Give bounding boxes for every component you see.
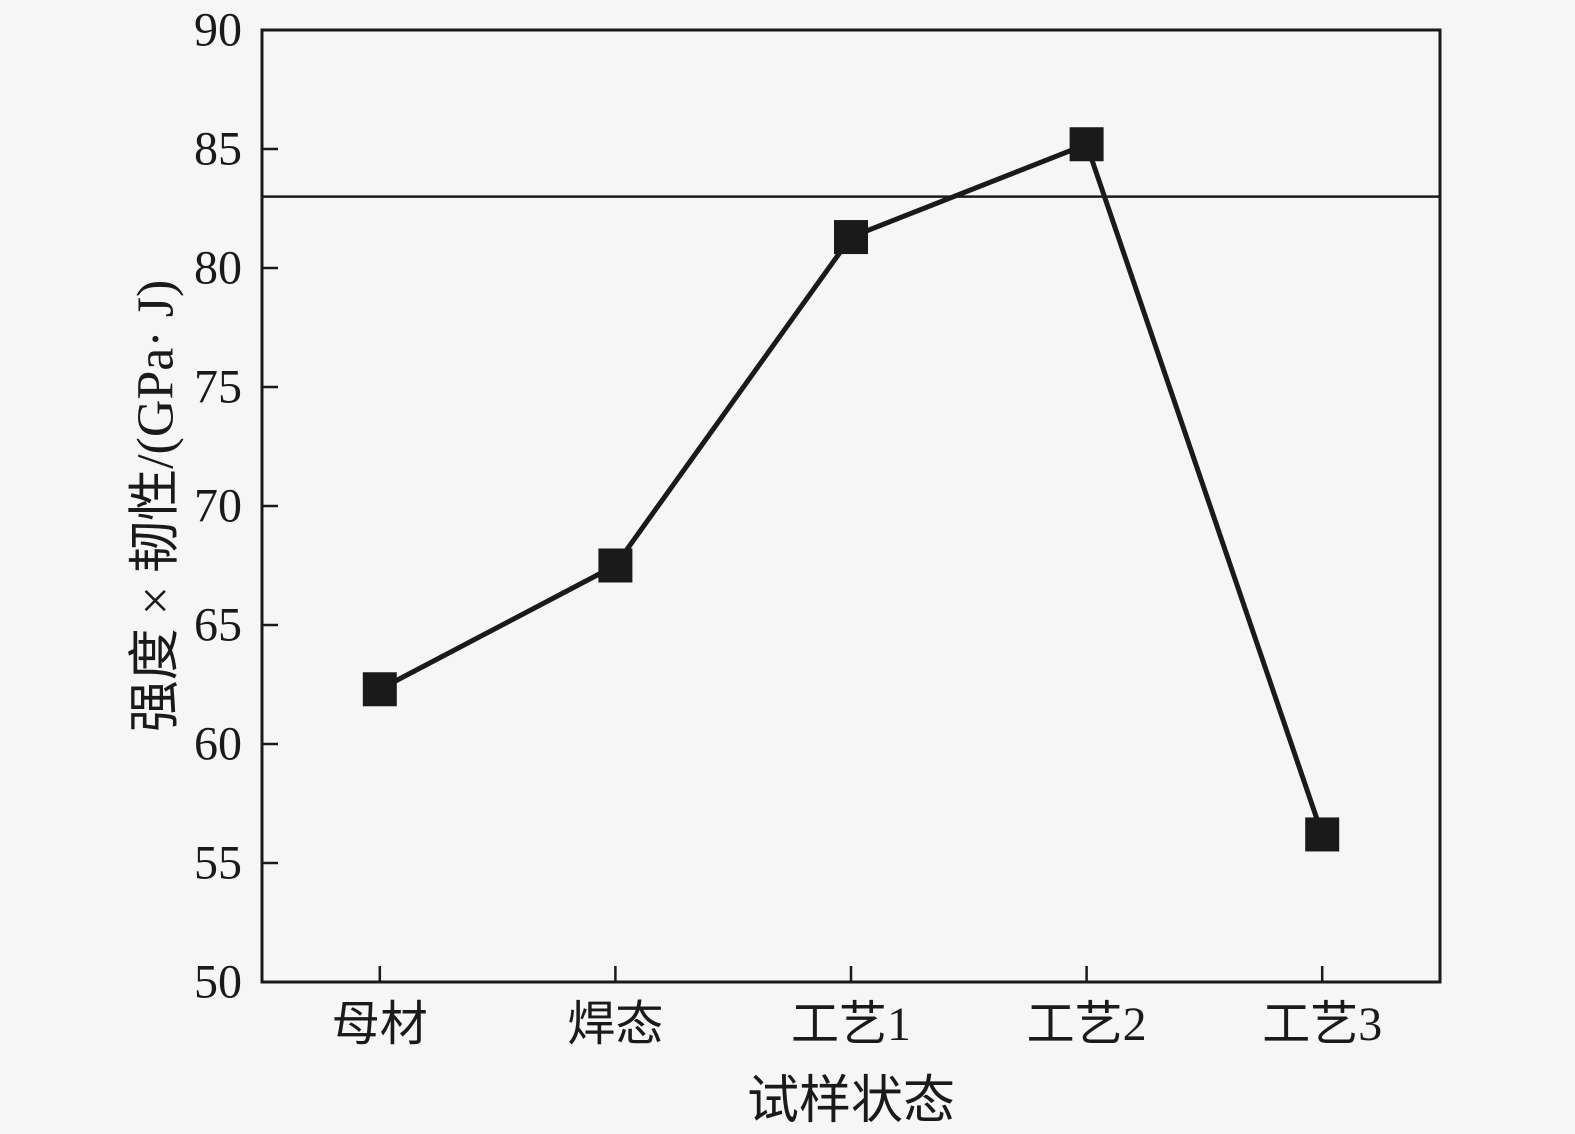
y-tick-label: 60: [194, 718, 242, 771]
y-axis-title: 强度 × 韧性/(GPa· J): [127, 279, 185, 733]
x-tick-label: 焊态: [567, 998, 663, 1051]
y-tick-label: 85: [194, 123, 242, 176]
y-tick-label: 50: [194, 956, 242, 1009]
x-tick-label: 母材: [332, 998, 428, 1051]
x-axis-title: 试样状态: [746, 1073, 956, 1130]
y-tick-label: 75: [194, 361, 242, 414]
x-tick-label: 工艺3: [1262, 998, 1382, 1051]
y-tick-label: 90: [194, 4, 242, 57]
data-point-marker: [598, 548, 633, 583]
data-point-marker: [834, 220, 868, 255]
data-point-marker: [1305, 817, 1340, 852]
y-tick-label: 65: [194, 599, 242, 652]
x-tick-label: 工艺2: [1027, 998, 1147, 1051]
data-point-marker: [1069, 127, 1104, 162]
y-tick-label: 80: [194, 242, 242, 295]
data-point-marker: [362, 672, 397, 707]
x-tick-label: 工艺1: [791, 998, 911, 1051]
y-tick-label: 55: [194, 837, 242, 890]
plot-area: [262, 30, 1440, 982]
y-tick-label: 70: [194, 480, 242, 533]
